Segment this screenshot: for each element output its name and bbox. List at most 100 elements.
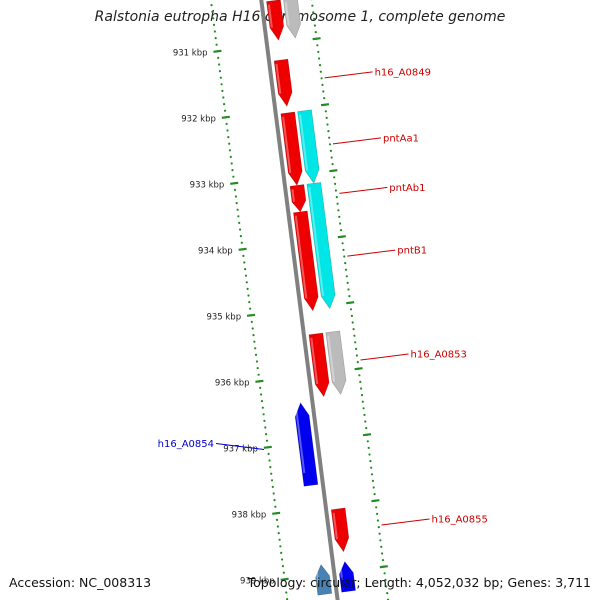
scale-dot: [368, 453, 371, 456]
scale-dot: [344, 268, 348, 271]
gene-arrow[interactable]: [306, 182, 336, 310]
gene-arrow-pntab1[interactable]: [289, 184, 307, 213]
gene-label-h16-a0849[interactable]: h16_A0849: [375, 67, 431, 78]
scale-tick: [312, 37, 321, 41]
scale-dot: [327, 130, 330, 133]
scale-dot: [339, 229, 343, 232]
gene-label-h16-a0854[interactable]: h16_A0854: [158, 439, 214, 450]
scale-dot: [345, 275, 348, 278]
gene-arrow-pntaa1[interactable]: [280, 111, 303, 187]
scale-tick: [329, 169, 338, 173]
scale-dot: [235, 202, 238, 205]
scale-dot: [238, 221, 241, 224]
scale-dot: [215, 43, 218, 46]
scale-tick-label: 933 kbp: [190, 181, 225, 191]
gene-label-pntb1[interactable]: pntB1: [397, 246, 427, 257]
scale-dot: [361, 400, 364, 403]
scale-dot: [313, 17, 316, 20]
scale-tick: [255, 379, 264, 383]
scale-dot: [367, 446, 370, 449]
scale-dot: [313, 24, 316, 27]
scale-dot: [226, 129, 229, 132]
gene-arrow[interactable]: [266, 0, 285, 41]
scale-dot: [284, 584, 287, 588]
scale-dot: [250, 320, 253, 323]
gene-shading: [291, 189, 296, 202]
scale-dot: [319, 70, 322, 73]
scale-dot: [281, 558, 284, 561]
scale-tick-label: 939 kbp: [240, 577, 275, 587]
scale-tick: [246, 313, 256, 317]
scale-dot: [260, 400, 263, 403]
gene-arrow[interactable]: [339, 561, 356, 593]
gene-shading: [294, 215, 308, 299]
gene-shading: [294, 406, 306, 473]
scale-dot: [356, 361, 359, 364]
gene-labels: h16_A0849 pntAa1 pntAb1 pntB1 h16_A0853 h16_A…: [158, 67, 488, 525]
scale-dot: [261, 406, 264, 409]
scale-dot: [265, 439, 269, 442]
scale-tick: [346, 301, 355, 305]
scale-dot: [271, 485, 274, 488]
scale-dot: [213, 30, 216, 33]
scale-dot: [321, 83, 324, 86]
scale-dot: [381, 552, 384, 555]
scale-dot: [282, 571, 285, 574]
scale-dot: [285, 591, 288, 594]
scale-dot: [251, 327, 254, 330]
gene-shading: [332, 512, 338, 540]
gene-label-h16-a0853[interactable]: h16_A0853: [411, 350, 467, 361]
scale-dot: [244, 268, 247, 271]
gene-arrow-h16-a0855[interactable]: [330, 507, 350, 553]
gene-label-pntaa1[interactable]: pntAa1: [383, 133, 419, 144]
scale-tick: [337, 235, 346, 239]
scale-dot: [218, 63, 221, 66]
scale-dot: [358, 374, 361, 377]
scale-tick: [371, 499, 380, 503]
scale-dot: [362, 407, 365, 410]
scale-dot: [365, 427, 368, 430]
scale-tick-label: 937 kbp: [223, 445, 258, 455]
gene-shading: [284, 2, 290, 26]
scale-dot: [379, 539, 382, 542]
scale-dot: [275, 518, 279, 522]
scale-dot: [344, 262, 347, 265]
scale-dot: [311, 4, 314, 7]
scale-dot: [360, 394, 364, 397]
scale-dot: [239, 228, 242, 231]
scale-dot: [359, 380, 362, 383]
scale-dot: [371, 479, 374, 482]
scale-dot: [312, 11, 315, 14]
scale-dot: [366, 440, 369, 443]
scale-dot: [363, 413, 366, 416]
scale-tick-label: 938 kbp: [232, 511, 267, 521]
scale-dot: [370, 466, 373, 469]
scale-dot: [369, 460, 372, 463]
scale-dot: [268, 459, 271, 462]
scale-dot: [373, 493, 376, 496]
scale-dot: [354, 341, 357, 344]
gene-arrow[interactable]: [297, 109, 320, 184]
gene-shading: [339, 565, 344, 581]
gene-label-h16-a0855[interactable]: h16_A0855: [432, 515, 488, 526]
gene-arrow-pntb1[interactable]: [293, 210, 319, 312]
gene-arrow[interactable]: [325, 330, 347, 396]
gene-shading: [308, 187, 325, 297]
gene-arrow-h16-a0853[interactable]: [308, 332, 330, 398]
gene-label-pntab1[interactable]: pntAb1: [389, 183, 425, 194]
gene-arrow-h16-a0854[interactable]: [294, 402, 319, 487]
scale-dot: [317, 50, 320, 54]
scale-dot: [352, 328, 355, 331]
scale-dot: [214, 37, 217, 40]
scale-dot: [375, 506, 378, 509]
gene-arrow[interactable]: [315, 564, 333, 596]
scale-dot: [383, 572, 386, 575]
gene-arrow[interactable]: [283, 0, 301, 39]
gene-arrow-h16-a0849[interactable]: [273, 58, 293, 107]
scale-dot: [242, 254, 245, 257]
scale-dot: [228, 149, 232, 152]
scale-dot: [331, 163, 334, 166]
scale-dot: [222, 96, 225, 99]
scale-tick: [230, 181, 239, 185]
scale-dot: [263, 419, 266, 422]
